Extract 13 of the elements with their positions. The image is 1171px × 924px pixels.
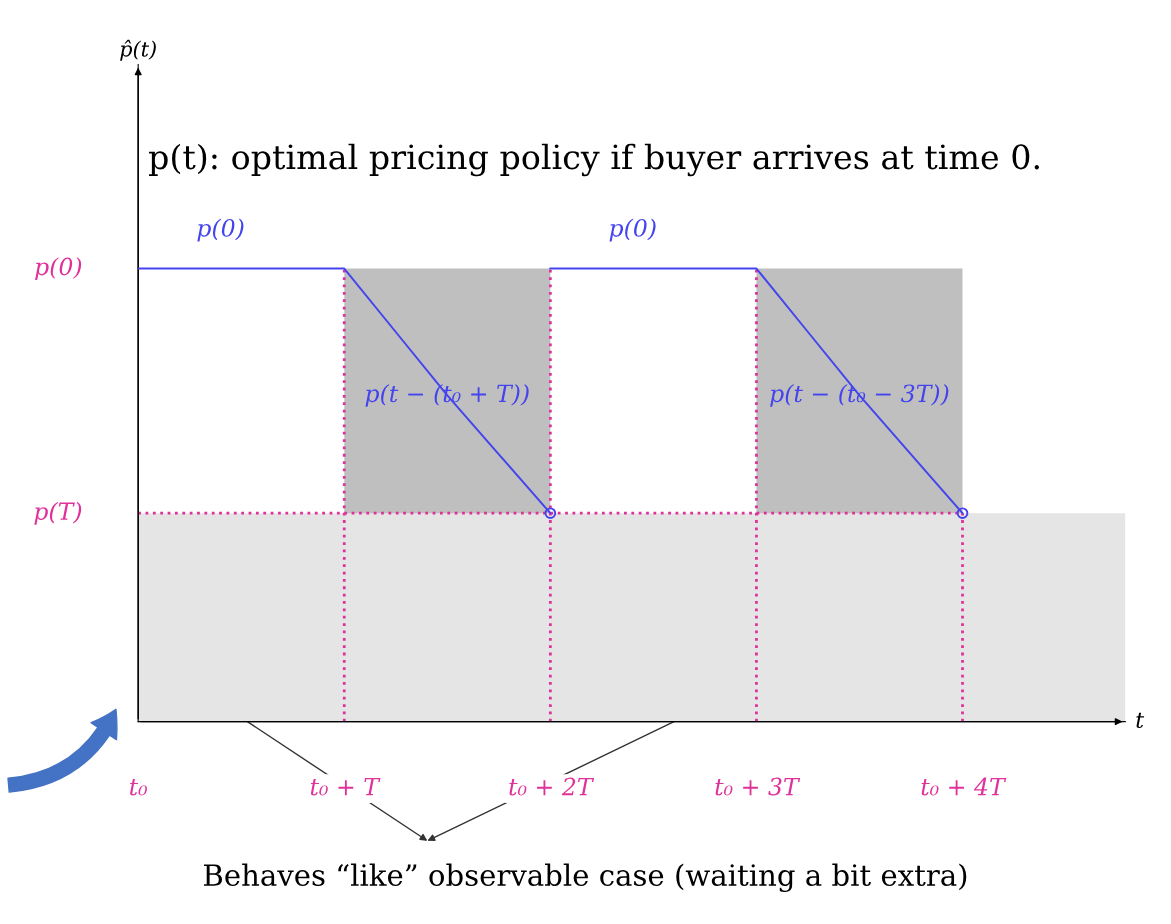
chart-title: p(t): optimal pricing policy if buyer arrives at time 0. xyxy=(149,143,1039,177)
text: Behaves “like” observable case (waiting a bit extra) xyxy=(204,863,967,893)
annotation: p(0) xyxy=(197,218,244,242)
annotation: p(T) xyxy=(34,501,82,525)
annotation: p(0) xyxy=(35,257,82,280)
annotation: p(0) xyxy=(609,218,656,242)
x-tick-label: t₀ + 3T xyxy=(715,777,801,796)
x-tick-label: t₀ + T xyxy=(310,777,381,796)
x-tick-label: t₀ xyxy=(129,779,148,796)
text: p̂(t) xyxy=(120,39,156,61)
x-tick-label: t₀ + 4T xyxy=(921,777,1007,796)
x-axis-title: t xyxy=(1136,712,1145,729)
x-tick-label: t₀ + 2T xyxy=(509,777,595,796)
